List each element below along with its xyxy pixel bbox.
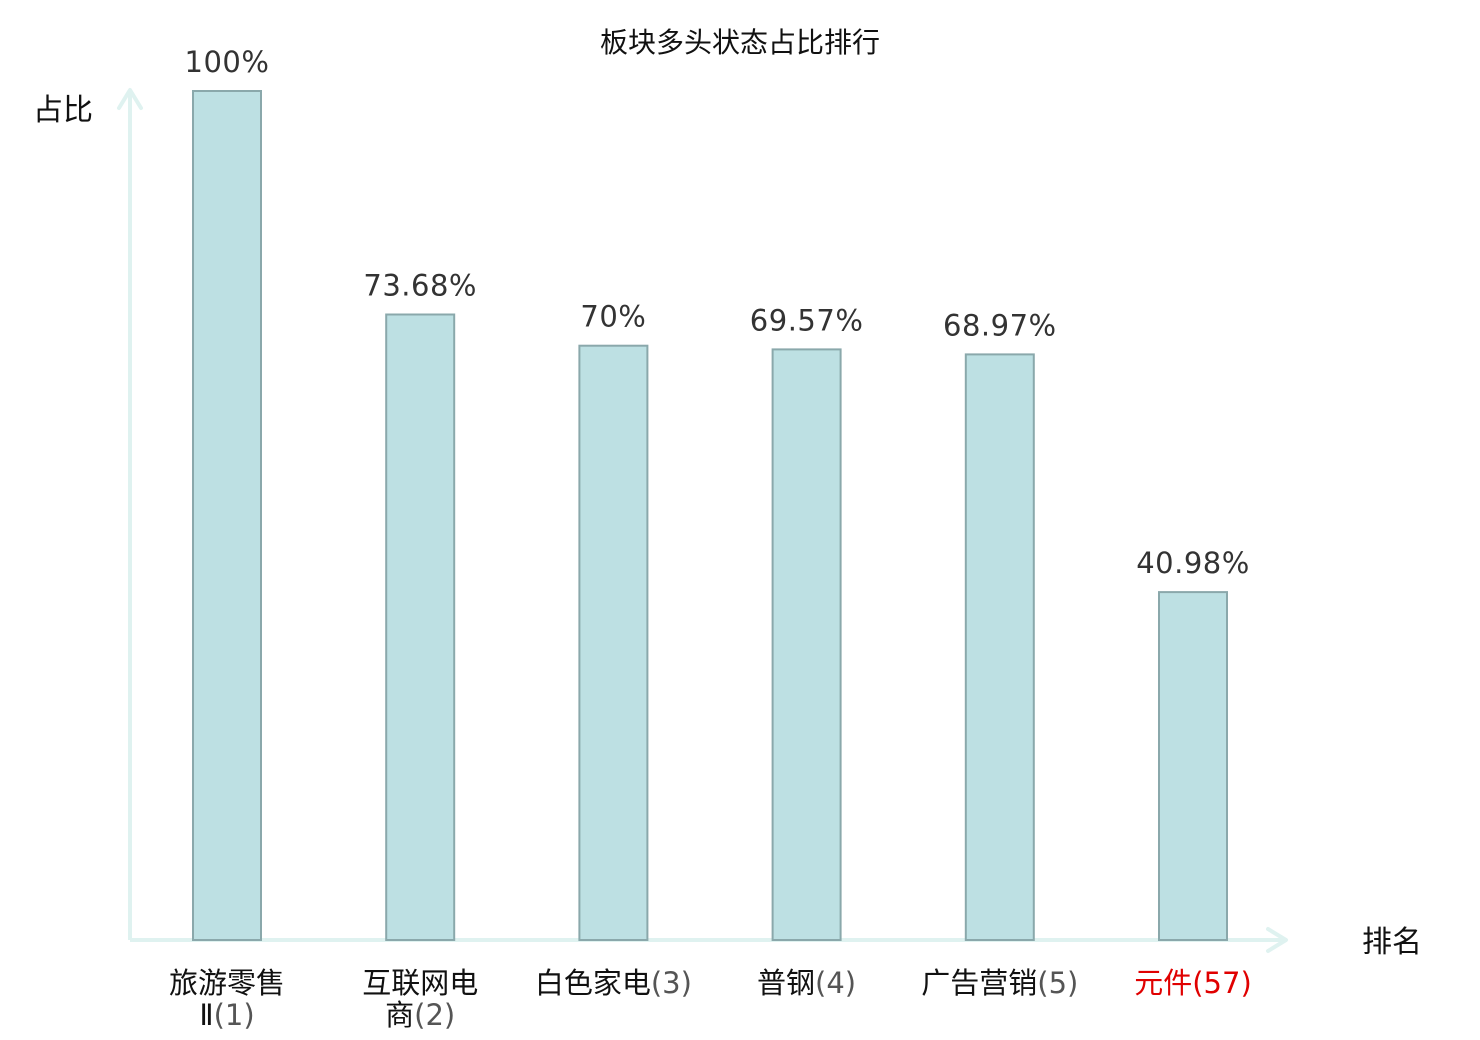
category-label-3: 白色家电(3) (535, 966, 692, 1000)
value-labels-group: 100% 73.68% 70% 69.57% 68.97% 40.98% (185, 45, 1250, 580)
category-label-6: 元件(57) (1134, 966, 1252, 1000)
y-axis-label: 占比 (33, 93, 93, 128)
category-label-4: 普钢(4) (757, 966, 856, 1000)
category-label-2-line-1: 互联网电 (362, 966, 478, 1000)
bar-2 (385, 313, 456, 941)
bar-6 (1158, 591, 1228, 941)
value-label-5: 68.97% (943, 308, 1057, 342)
bar-3 (578, 344, 649, 941)
x-axis-label: 排名 (1362, 925, 1422, 960)
category-label-2-line-2: 商(2) (385, 998, 455, 1032)
category-label-1-line-1: 旅游零售 (169, 966, 285, 1000)
bars-group (192, 90, 1228, 941)
value-label-2: 73.68% (363, 269, 477, 303)
value-label-3: 70% (580, 300, 646, 334)
category-label-1-line-2: Ⅱ(1) (199, 998, 254, 1032)
y-axis (117, 88, 143, 940)
x-axis (130, 927, 1288, 953)
category-label-5: 广告营销(5) (921, 966, 1078, 1000)
value-label-4: 69.57% (750, 303, 864, 337)
chart-title: 板块多头状态占比排行 (600, 26, 880, 59)
value-label-6: 40.98% (1136, 546, 1250, 580)
value-label-1: 100% (185, 45, 270, 79)
bar-5 (964, 353, 1035, 941)
bar-1 (192, 90, 262, 941)
bar-4 (771, 348, 842, 941)
